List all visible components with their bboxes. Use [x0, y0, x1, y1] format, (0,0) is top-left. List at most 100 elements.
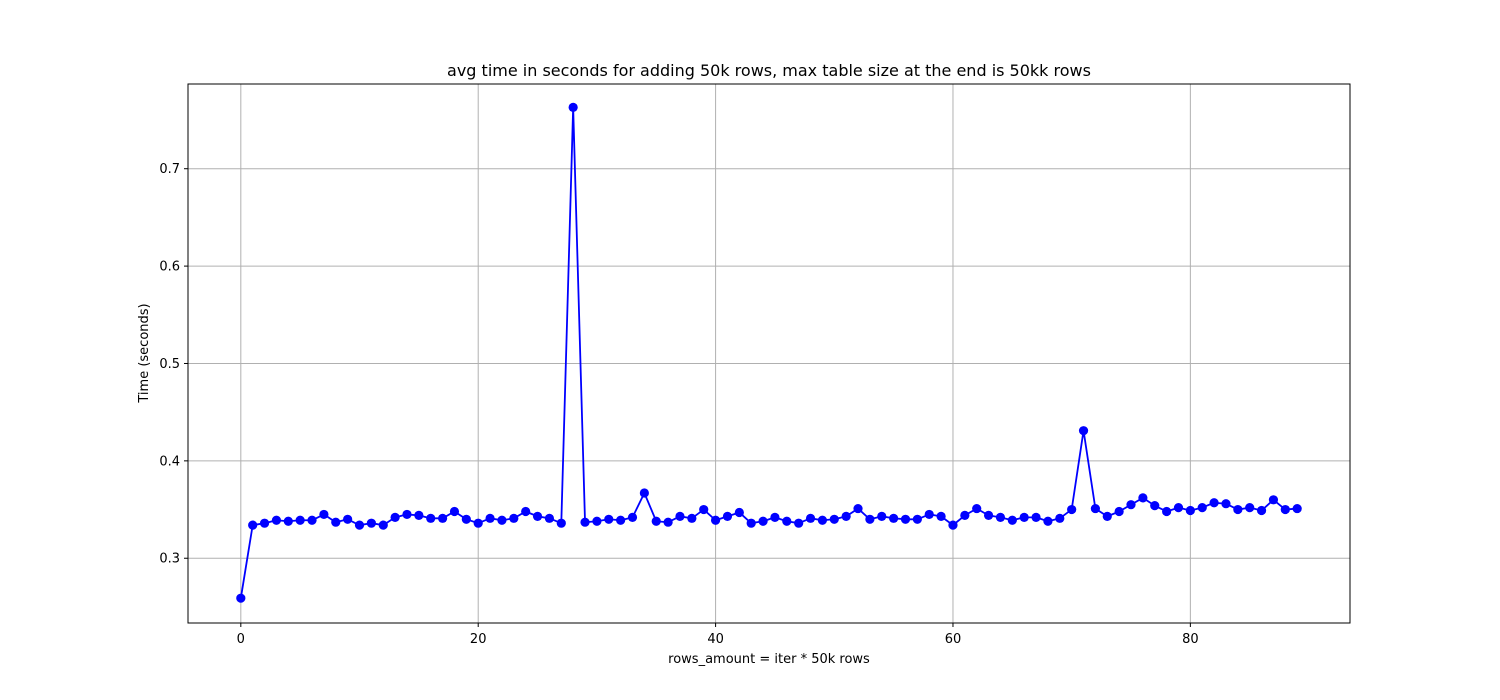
data-point — [1221, 499, 1231, 509]
data-point — [936, 511, 946, 521]
data-point — [616, 515, 626, 525]
data-point — [912, 514, 922, 524]
data-point — [972, 503, 982, 514]
data-point — [461, 514, 471, 524]
data-point — [734, 507, 744, 518]
data-point — [354, 520, 365, 530]
data-point — [1162, 506, 1172, 517]
x-tick-label: 20 — [470, 632, 487, 647]
data-point — [1173, 503, 1184, 513]
data-point — [770, 512, 780, 522]
data-point — [1197, 503, 1207, 513]
data-point — [829, 514, 839, 524]
data-point — [1090, 503, 1100, 514]
data-point — [687, 513, 697, 523]
data-point — [509, 513, 519, 523]
data-point — [449, 506, 460, 517]
data-point — [1043, 516, 1053, 526]
data-point — [1280, 504, 1290, 515]
data-point — [1245, 503, 1255, 513]
data-point — [544, 513, 555, 523]
data-point — [580, 517, 590, 527]
chart-title: avg time in seconds for adding 50k rows,… — [447, 61, 1091, 80]
data-point — [1233, 504, 1243, 515]
data-point — [1138, 493, 1148, 503]
data-point — [1019, 512, 1029, 522]
ticks: 0 20 40 60 80 0.3 0.4 0.5 0.6 0.7 — [159, 162, 1198, 647]
x-tick-label: 80 — [1182, 632, 1199, 647]
series-layer — [236, 102, 1302, 603]
data-point — [426, 513, 436, 523]
y-tick-label: 0.6 — [159, 260, 180, 275]
data-point — [639, 488, 649, 498]
data-point — [1067, 504, 1077, 515]
data-point — [1126, 500, 1136, 510]
data-point — [1268, 495, 1279, 505]
data-point — [1114, 506, 1124, 517]
data-point — [497, 515, 507, 525]
data-point — [271, 515, 282, 525]
data-point — [995, 512, 1006, 522]
data-point — [1007, 515, 1017, 525]
data-point — [651, 516, 661, 526]
y-tick-label: 0.4 — [159, 454, 180, 469]
data-point — [532, 511, 543, 521]
y-tick-label: 0.7 — [159, 162, 180, 177]
data-point — [889, 513, 899, 523]
data-point — [259, 518, 270, 528]
x-tick-label: 0 — [237, 632, 245, 647]
data-point — [746, 518, 756, 528]
y-tick-label: 0.3 — [159, 552, 180, 567]
data-point — [568, 102, 578, 112]
data-point — [758, 516, 768, 526]
data-point — [948, 520, 958, 530]
data-point — [865, 514, 875, 524]
x-tick-label: 40 — [707, 632, 724, 647]
x-axis-label: rows_amount = iter * 50k rows — [668, 652, 870, 667]
data-point — [378, 520, 388, 530]
x-tick-label: 60 — [945, 632, 962, 647]
data-point — [794, 518, 804, 528]
data-point — [319, 509, 329, 520]
plot-frame — [187, 83, 1351, 624]
data-point — [877, 511, 887, 521]
data-point — [556, 518, 566, 528]
data-point — [521, 506, 531, 517]
data-point — [1185, 505, 1195, 516]
data-point — [592, 516, 602, 526]
data-point — [722, 511, 733, 521]
data-point — [924, 509, 934, 520]
data-point — [960, 510, 970, 520]
data-point — [402, 509, 412, 520]
data-point — [248, 520, 258, 530]
data-point — [675, 511, 685, 521]
data-point — [604, 514, 614, 524]
data-point — [295, 515, 305, 525]
data-point — [1292, 503, 1302, 514]
data-point — [485, 513, 495, 523]
y-axis-label: Time (seconds) — [137, 303, 152, 403]
data-point — [853, 503, 863, 514]
data-point — [1209, 498, 1219, 508]
data-point — [900, 514, 911, 524]
data-point — [805, 513, 816, 523]
data-point — [283, 516, 293, 526]
data-point — [236, 593, 246, 603]
data-point — [1150, 501, 1160, 511]
y-tick-label: 0.5 — [159, 357, 180, 372]
data-point — [1078, 426, 1089, 436]
grid — [188, 84, 1350, 623]
data-point — [390, 512, 400, 522]
data-point — [663, 517, 673, 527]
data-point — [473, 518, 483, 528]
data-point — [1256, 505, 1267, 516]
data-point — [841, 511, 851, 521]
data-point — [307, 515, 317, 525]
data-point — [366, 518, 376, 528]
data-point — [1055, 513, 1065, 523]
data-point — [627, 512, 638, 522]
data-point — [438, 513, 448, 523]
data-point — [343, 514, 353, 524]
